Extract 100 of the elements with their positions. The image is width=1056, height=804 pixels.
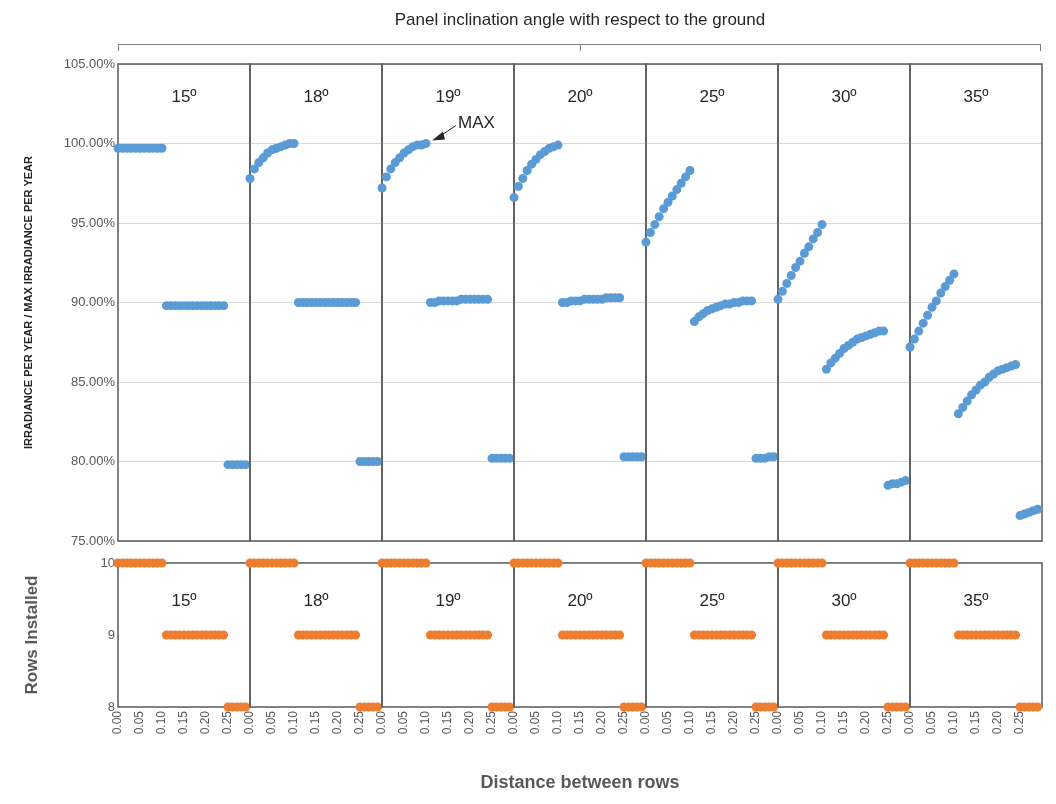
- point: [672, 185, 682, 195]
- x-tick-label: 0.10: [814, 710, 829, 735]
- annotation: 25º: [699, 590, 725, 610]
- x-tick-label: 0.15: [308, 710, 323, 735]
- x-tick-label: 0.00: [110, 710, 125, 735]
- x-tick-label: 0.10: [946, 710, 961, 735]
- point: [1033, 504, 1043, 514]
- point: [940, 282, 950, 292]
- point: [777, 286, 787, 296]
- point: [685, 166, 695, 176]
- x-tick-label: 0.10: [682, 710, 697, 735]
- point: [667, 191, 677, 201]
- y-tick-label: 80.00%: [70, 453, 116, 469]
- x-tick-label: 0.15: [440, 710, 455, 735]
- point: [681, 172, 691, 182]
- point: [817, 220, 827, 230]
- y-tick-label: 100.00%: [63, 135, 116, 151]
- x-tick-label: 0.20: [726, 710, 741, 735]
- point: [249, 164, 259, 174]
- point: [949, 269, 959, 279]
- chart-title: Panel inclination angle with respect to the ground: [393, 10, 767, 30]
- annotation: 15º: [171, 590, 197, 610]
- point: [799, 248, 809, 258]
- y-tick-label: 9: [107, 626, 115, 642]
- y-axis-title: IRRADIANCE PER YEAR / MAX IRRADIANCE PER YEAR: [21, 155, 34, 449]
- y-tick-label: 10: [100, 554, 115, 570]
- x-tick-label: 0.10: [154, 710, 169, 735]
- x-tick-label: 0.05: [924, 710, 939, 735]
- point: [813, 228, 823, 238]
- point: [421, 139, 431, 148]
- x-tick-label: 0.15: [836, 710, 851, 735]
- x-tick-label: 0.05: [792, 710, 807, 735]
- point: [1011, 360, 1021, 370]
- x-tick-label: 0.25: [748, 710, 763, 735]
- point: [958, 402, 968, 412]
- point: [659, 204, 669, 214]
- point: [522, 166, 532, 176]
- point: [931, 296, 941, 306]
- point: [553, 140, 563, 150]
- annotation: 35º: [963, 86, 989, 106]
- point: [377, 183, 387, 193]
- point: [654, 212, 664, 222]
- x-tick-label: 0.20: [990, 710, 1005, 735]
- annotation: 20º: [567, 590, 593, 610]
- point: [918, 318, 928, 328]
- x-tick-label: 0.20: [594, 710, 609, 735]
- point: [786, 270, 796, 280]
- point: [791, 263, 801, 273]
- annotation: 30º: [831, 86, 857, 106]
- x-tick-label: 0.25: [484, 710, 499, 735]
- annotation: 35º: [963, 590, 989, 610]
- point: [381, 172, 391, 182]
- x-tick-label: 0.25: [352, 710, 367, 735]
- point: [821, 364, 831, 374]
- y-tick-label: 85.00%: [70, 373, 116, 389]
- x-tick-label: 0.05: [132, 710, 147, 735]
- point: [901, 476, 911, 486]
- annotation: 15º: [171, 86, 197, 106]
- x-tick-label: 0.15: [176, 710, 191, 735]
- x-tick-label: 0.20: [330, 710, 345, 735]
- point: [808, 234, 818, 244]
- x-tick-label: 0.25: [880, 710, 895, 735]
- point: [641, 237, 651, 247]
- x-tick-label: 0.25: [1012, 710, 1027, 735]
- y-tick-label: 90.00%: [70, 294, 116, 310]
- y-tick-label: 105.00%: [63, 55, 116, 71]
- x-tick-label: 0.05: [660, 710, 675, 735]
- x-tick-label: 0.05: [264, 710, 279, 735]
- annotation: 18º: [303, 590, 329, 610]
- annotation: 18º: [303, 86, 329, 106]
- point: [914, 326, 924, 336]
- point: [773, 294, 783, 304]
- x-tick-label: 0.00: [374, 710, 389, 735]
- x-axis-title: Distance between rows: [479, 772, 681, 793]
- x-tick-label: 0.10: [418, 710, 433, 735]
- x-tick-label: 0.15: [968, 710, 983, 735]
- point: [795, 256, 805, 266]
- annotation: 25º: [699, 86, 725, 106]
- x-tick-label: 0.20: [462, 710, 477, 735]
- point: [909, 334, 919, 344]
- x-tick-label: 0.20: [198, 710, 213, 735]
- x-tick-label: 0.20: [858, 710, 873, 735]
- x-tick-label: 0.00: [242, 710, 257, 735]
- point: [945, 275, 955, 285]
- annotation: 20º: [567, 86, 593, 106]
- x-tick-label: 0.15: [704, 710, 719, 735]
- point: [905, 342, 915, 352]
- point: [923, 310, 933, 320]
- x-tick-label: 0.00: [506, 710, 521, 735]
- point: [645, 228, 655, 238]
- point: [513, 181, 523, 191]
- x-tick-label: 0.25: [616, 710, 631, 735]
- point: [386, 164, 396, 174]
- point: [663, 197, 673, 207]
- x-tick-label: 0.00: [770, 710, 785, 735]
- x-tick-label: 0.10: [550, 710, 565, 735]
- point: [953, 409, 963, 419]
- point: [782, 278, 792, 288]
- annotation: MAX: [458, 113, 495, 133]
- point: [804, 242, 814, 252]
